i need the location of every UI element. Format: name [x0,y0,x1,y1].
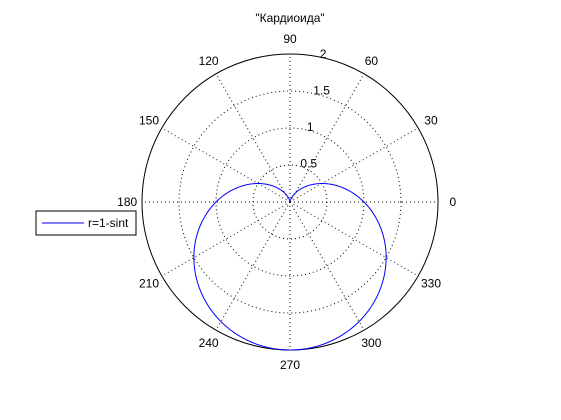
angle-tick-label-180: 180 [117,195,137,209]
angle-spoke-240 [215,201,291,331]
plot-area [193,183,387,351]
angle-tick-label-120: 120 [199,54,219,68]
angle-tick-label-210: 210 [139,276,159,290]
radial-tick-label-0: 0.5 [300,157,317,171]
angle-spoke-60 [289,73,365,203]
angle-tick-label-300: 300 [361,336,381,350]
angle-spoke-210 [161,201,291,277]
angle-spoke-30 [289,127,419,203]
angle-tick-label-90: 90 [283,32,297,46]
tick-labels: 0 30 60 90 120 150 180 210 240 270 300 330 0.5 1 1.5 2 [117,32,456,372]
legend-box [35,210,137,236]
angle-tick-label-60: 60 [365,54,379,68]
radial-tick-label-1: 1 [307,120,314,134]
angle-tick-label-240: 240 [199,336,219,350]
series-line-r-1-sint [193,183,387,351]
radial-tick-label-3: 2 [320,47,327,61]
legend: r=1-sint [35,210,137,236]
angle-spoke-150 [161,127,291,203]
angle-tick-label-30: 30 [424,114,438,128]
angle-tick-label-0: 0 [449,195,456,209]
radial-tick-label-2: 1.5 [313,84,330,98]
angle-tick-label-330: 330 [421,276,441,290]
chart-title: "Кардиоида" [255,11,324,25]
angle-tick-label-270: 270 [280,358,300,372]
radial-grid-circle-2 [178,90,402,314]
legend-label-r-1-sint: r=1-sint [88,216,129,230]
angle-tick-label-150: 150 [139,114,159,128]
angle-spoke-120 [215,73,291,203]
angle-spoke-330 [289,201,419,277]
angle-spoke-300 [289,201,365,331]
